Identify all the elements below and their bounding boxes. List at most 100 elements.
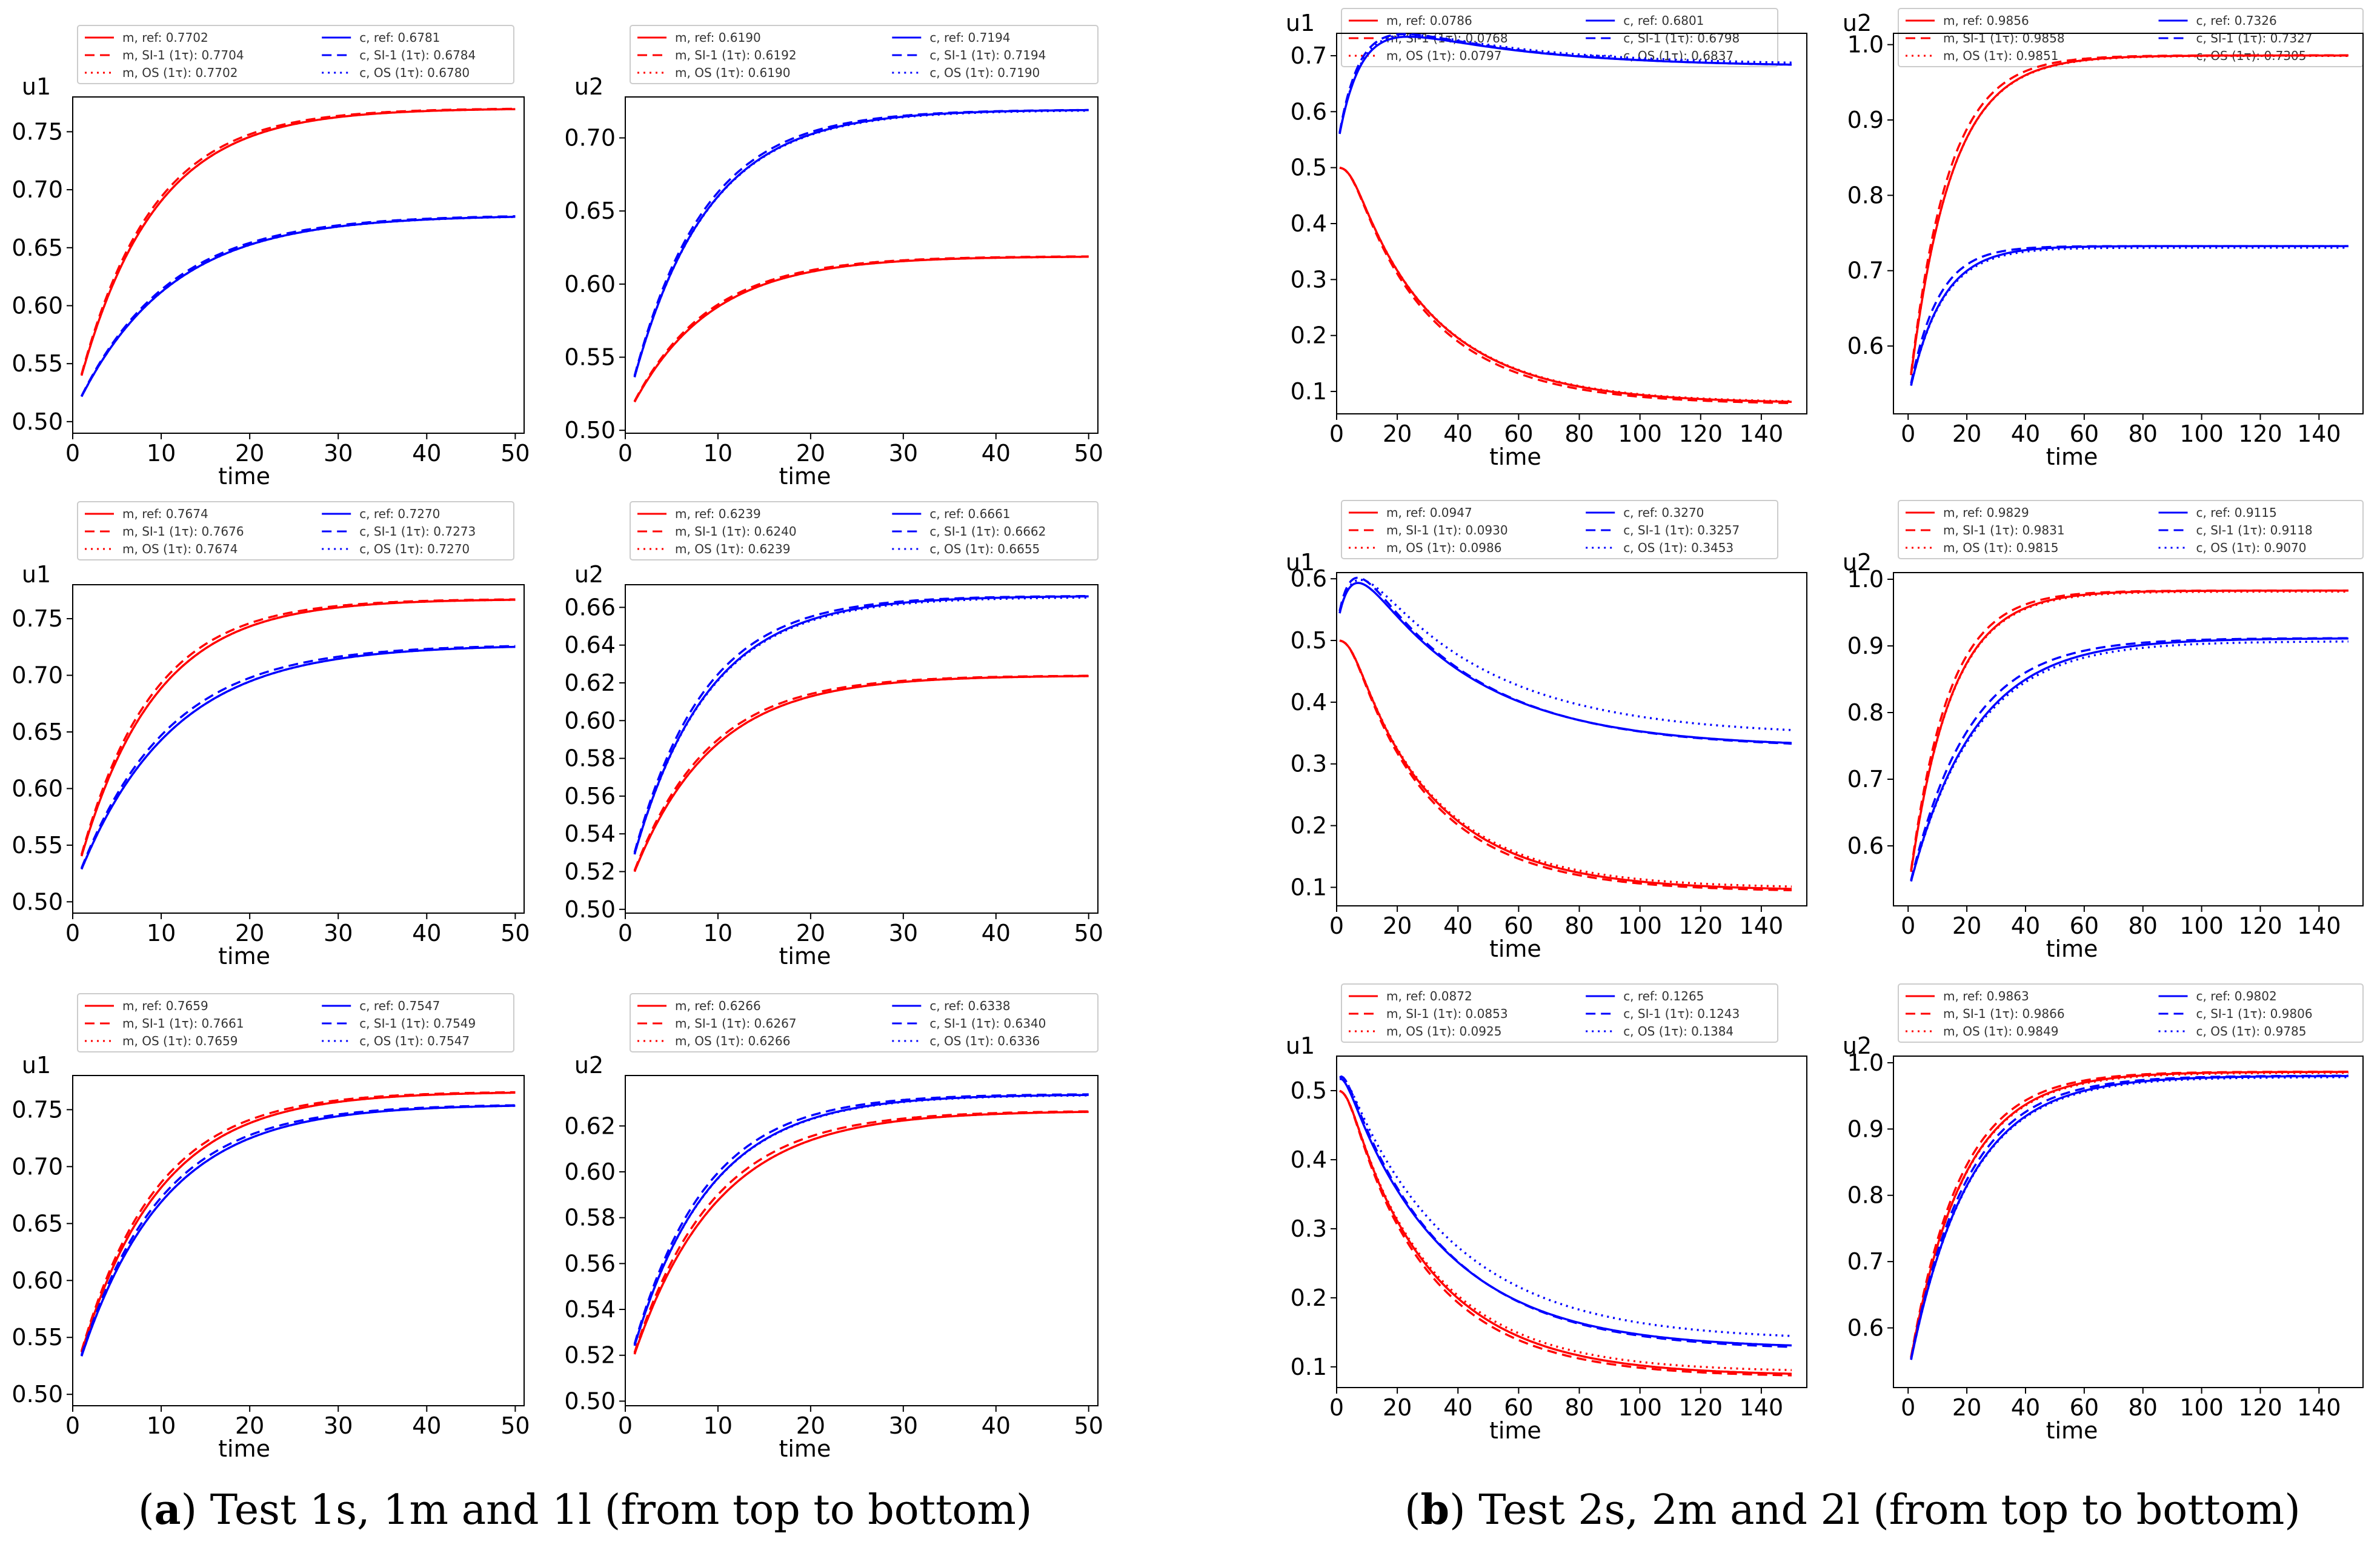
x-tick-label: 120 — [1679, 1394, 1723, 1421]
y-tick-label: 0.52 — [564, 858, 616, 885]
x-axis-label: time — [2046, 1417, 2098, 1444]
series-line-c-dashed — [1339, 1075, 1792, 1348]
legend-entry: m, ref: 0.0947 — [1386, 505, 1472, 520]
series-line-c-dashed — [1910, 1074, 2348, 1360]
series-line-c-dashed — [1910, 637, 2348, 880]
x-tick-label: 10 — [147, 440, 176, 467]
series-line-m-dotted — [1910, 1071, 2348, 1358]
series-line-c-dotted — [1339, 1077, 1792, 1337]
series-line-c-dashed — [633, 108, 1089, 376]
x-axis-label: time — [1489, 444, 1541, 470]
legend-entry: m, SI-1 (1τ): 0.6192 — [675, 48, 797, 62]
y-tick-label: 0.75 — [12, 118, 63, 145]
x-tick-label: 80 — [1564, 421, 1594, 447]
y-tick-label: 0.8 — [1847, 182, 1884, 208]
legend-entry: c, OS (1τ): 0.6780 — [359, 65, 470, 80]
y-tick-label: 0.65 — [12, 234, 63, 261]
y-tick-label: 0.52 — [564, 1342, 616, 1369]
y-tick-label: 0.1 — [1291, 874, 1327, 900]
legend-entry: c, OS (1τ): 0.6655 — [929, 542, 1040, 556]
legend: m, ref: 0.7659 m, SI-1 (1τ): 0.7661 m, OS … — [77, 993, 514, 1052]
legend-entry: m, SI-1 (1τ): 0.7676 — [122, 524, 244, 539]
y-tick-label: 0.60 — [12, 292, 63, 319]
series-line-c-dashed — [80, 1104, 516, 1355]
x-tick-label: 20 — [1952, 913, 1981, 939]
series-line-m-dashed — [80, 107, 516, 375]
y-tick-label: 0.70 — [12, 662, 63, 689]
legend-entry: c, SI-1 (1τ): 0.1243 — [1623, 1006, 1740, 1021]
series-line-c-dashed — [1910, 245, 2348, 384]
x-tick-label: 100 — [1618, 1394, 1662, 1421]
x-axis-label: time — [779, 463, 831, 490]
x-tick-label: 20 — [796, 1412, 825, 1439]
x-tick-label: 40 — [412, 1412, 441, 1439]
legend-entry: c, ref: 0.1265 — [1623, 989, 1704, 1003]
legend-entry: c, SI-1 (1τ): 0.9118 — [2196, 523, 2313, 537]
series-line-c-solid — [1910, 637, 2348, 882]
legend-frame — [1898, 500, 2364, 559]
y-tick-label: 0.50 — [564, 1388, 616, 1414]
x-tick-label: 30 — [889, 1412, 918, 1439]
x-tick-label: 0 — [1901, 1394, 1915, 1421]
plot-frame — [1336, 572, 1807, 906]
y-tick-label: 0.3 — [1291, 1215, 1327, 1242]
x-tick-label: 60 — [1504, 1394, 1533, 1421]
legend-entry: c, SI-1 (1τ): 0.6340 — [929, 1016, 1046, 1031]
series-line-m-dashed — [1339, 167, 1792, 404]
series-line-m-solid — [633, 256, 1089, 403]
series-line-m-dashed — [633, 1110, 1089, 1353]
y-tick-label: 0.8 — [1847, 1182, 1884, 1209]
x-axis-label: time — [2046, 444, 2098, 470]
x-tick-label: 40 — [1443, 1394, 1472, 1421]
chart-6: m, ref: 0.6239 m, SI-1 (1τ): 0.6240 m, OS … — [564, 501, 1103, 969]
legend-entry: m, SI-1 (1τ): 0.7704 — [122, 48, 244, 62]
x-tick-label: 10 — [703, 1412, 733, 1439]
y-axis-label: u2 — [574, 561, 603, 588]
plot-frame — [1893, 33, 2364, 414]
y-tick-label: 0.50 — [564, 896, 616, 923]
x-tick-label: 40 — [2011, 421, 2040, 447]
x-tick-label: 20 — [796, 440, 825, 467]
x-tick-label: 0 — [1901, 913, 1915, 939]
plot-frame — [72, 96, 525, 434]
series-line-c-dotted — [81, 216, 516, 397]
x-tick-label: 0 — [1329, 913, 1344, 939]
caption-a: (a) Test 1s, 1m and 1l (from top to bott… — [138, 1486, 1032, 1534]
legend-frame — [1341, 500, 1778, 559]
series-line-m-dotted — [1910, 55, 2348, 376]
legend-entry: m, SI-1 (1τ): 0.0853 — [1386, 1006, 1508, 1021]
series-line-c-solid — [81, 216, 516, 397]
chart-7: m, ref: 0.0947 m, SI-1 (1τ): 0.0930 m, OS … — [1286, 500, 1807, 962]
legend-entry: c, ref: 0.6781 — [359, 30, 440, 45]
y-tick-label: 0.64 — [564, 632, 616, 659]
x-tick-label: 100 — [2179, 421, 2224, 447]
chart-9: m, ref: 0.7659 m, SI-1 (1τ): 0.7661 m, OS … — [12, 993, 530, 1462]
legend-frame — [1898, 983, 2364, 1043]
series-line-m-dotted — [633, 256, 1089, 403]
y-tick-label: 0.50 — [12, 1381, 63, 1408]
x-tick-label: 60 — [2070, 1394, 2099, 1421]
legend-frame — [630, 25, 1099, 84]
series-line-m-solid — [1339, 1089, 1792, 1375]
series-line-c-dashed — [81, 215, 516, 397]
chart-5: m, ref: 0.7674 m, SI-1 (1τ): 0.7676 m, OS … — [12, 501, 530, 969]
x-tick-label: 0 — [65, 1412, 80, 1439]
legend-entry: m, SI-1 (1τ): 0.9866 — [1943, 1006, 2065, 1021]
x-tick-label: 20 — [235, 920, 264, 946]
legend-entry: m, OS (1τ): 0.9849 — [1943, 1024, 2058, 1039]
x-tick-label: 80 — [2129, 1394, 2158, 1421]
chart-10: m, ref: 0.6266 m, SI-1 (1τ): 0.6267 m, OS … — [564, 993, 1103, 1462]
y-tick-label: 0.7 — [1847, 766, 1884, 793]
series-line-m-dotted — [633, 675, 1089, 873]
y-tick-label: 0.60 — [564, 271, 616, 298]
series-line-c-solid — [633, 108, 1089, 377]
legend-entry: m, SI-1 (1τ): 0.9831 — [1943, 523, 2065, 537]
series-line-c-solid — [80, 645, 516, 870]
x-axis-label: time — [1489, 1417, 1541, 1444]
x-tick-label: 140 — [1740, 421, 1784, 447]
y-axis-label: u2 — [574, 1052, 603, 1079]
